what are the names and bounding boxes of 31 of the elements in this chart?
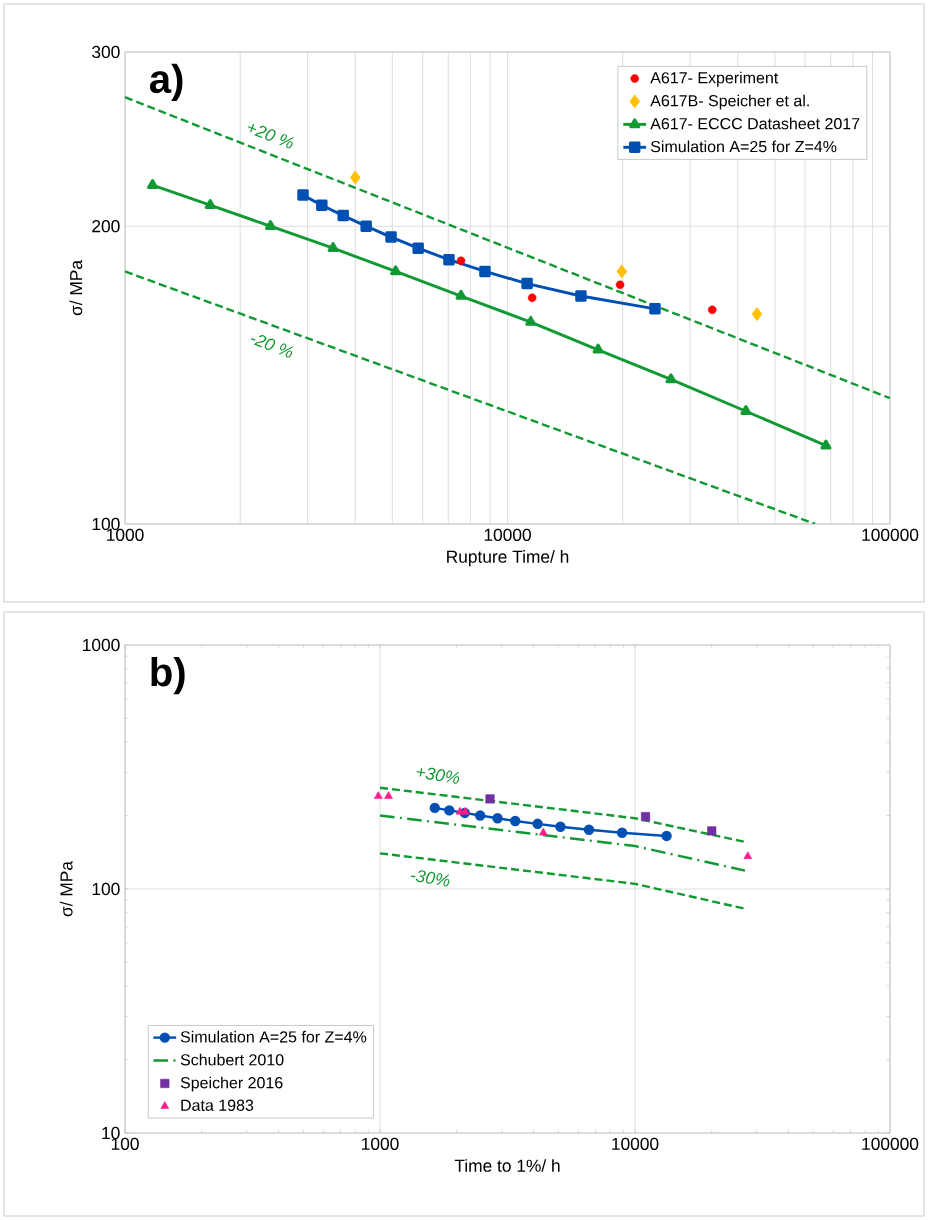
annotation: -30% (410, 870, 450, 887)
x-tick-label: 10000 (484, 528, 531, 541)
x-tick-label: 1000 (107, 528, 144, 541)
annotation: +30% (416, 767, 460, 784)
legend-label: A617- ECCC Datasheet 2017 (650, 117, 860, 130)
annotation: -20 % (250, 335, 294, 358)
x-axis-title: Time to 1%/ h (454, 1159, 560, 1172)
y-tick-label: 1000 (83, 638, 120, 652)
y-tick-label: 100 (92, 517, 120, 531)
y-tick-label: 200 (92, 220, 120, 233)
x-tick-label: 1000 (362, 1137, 399, 1150)
legend-label: Simulation A=25 for Z=4% (180, 1030, 367, 1043)
y-tick-label: 10 (102, 1126, 120, 1140)
legend-label: Speicher 2016 (180, 1076, 283, 1092)
y-axis-title: σ/ MPa (69, 260, 83, 316)
annotation: a) (150, 63, 183, 102)
legend-label: Simulation A=25 for Z=4% (650, 140, 837, 153)
x-tick-label: 100 (111, 1137, 139, 1150)
x-tick-label: 100000 (862, 1137, 919, 1150)
y-tick-label: 100 (92, 882, 120, 896)
x-tick-label: 10000 (612, 1137, 659, 1150)
legend-label: Data 1983 (181, 1099, 254, 1111)
annotation: b) (151, 657, 185, 695)
x-tick-label: 100000 (862, 528, 919, 541)
y-axis-title: σ/ MPa (59, 861, 73, 917)
legend-label: Schubert 2010 (180, 1053, 284, 1066)
legend-label: A617B- Speicher et al. (650, 94, 809, 110)
annotation: +20 % (247, 124, 295, 149)
x-axis-title: Rupture Time/ h (447, 550, 569, 567)
y-tick-label: 300 (92, 45, 120, 59)
legend-label: A617- Experiment (650, 71, 779, 87)
